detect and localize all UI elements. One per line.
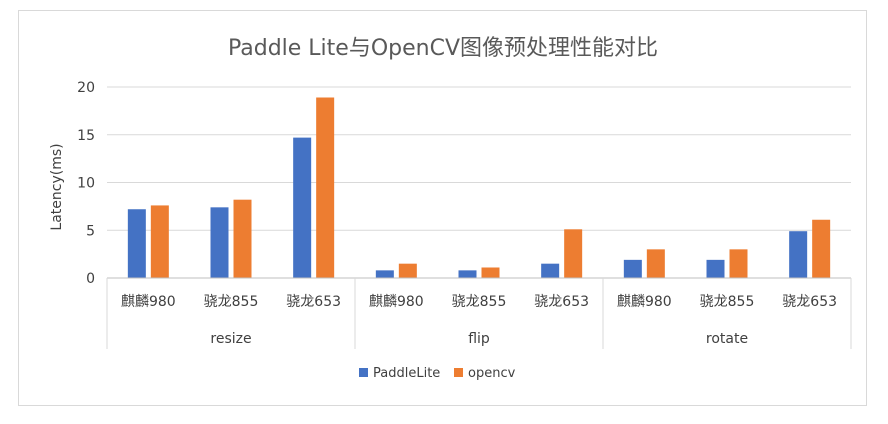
- bar-opencv-6: [646, 249, 665, 278]
- y-tick-label: 0: [86, 271, 95, 287]
- x-tick-label: 麒麟980: [617, 294, 672, 310]
- x-tick-label: 麒麟980: [369, 294, 424, 310]
- bar-paddlelite-1: [210, 207, 229, 278]
- x-tick-label: 麒麟980: [121, 294, 176, 310]
- bar-paddlelite-7: [706, 259, 725, 278]
- y-tick-label: 15: [77, 128, 95, 144]
- bar-paddlelite-2: [293, 137, 312, 278]
- legend: PaddleLite opencv: [359, 366, 516, 381]
- chart-frame: Paddle Lite与OpenCV图像预处理性能对比 Latency(ms) …: [18, 10, 867, 406]
- bar-paddlelite-3: [375, 270, 394, 278]
- group-label-rotate: rotate: [706, 331, 748, 347]
- bar-opencv-7: [729, 249, 748, 278]
- x-tick-label: 骁龙653: [286, 294, 341, 310]
- y-axis-label: Latency(ms): [49, 143, 65, 230]
- legend-label-paddlelite: PaddleLite: [373, 366, 440, 381]
- bar-paddlelite-0: [127, 209, 146, 278]
- group-label-resize: resize: [210, 331, 251, 347]
- bars: [127, 97, 831, 278]
- legend-swatch-paddlelite: [359, 368, 368, 377]
- legend-label-opencv: opencv: [468, 366, 516, 381]
- legend-swatch-opencv: [454, 368, 463, 377]
- bar-chart: Paddle Lite与OpenCV图像预处理性能对比 Latency(ms) …: [49, 36, 852, 381]
- x-tick-label: 骁龙855: [204, 294, 259, 310]
- x-tick-label: 骁龙855: [700, 294, 755, 310]
- group-label-flip: flip: [468, 331, 490, 347]
- y-axis-ticks: 0 5 10 15 20: [77, 80, 95, 287]
- y-tick-label: 20: [77, 80, 95, 96]
- x-tick-label: 骁龙855: [452, 294, 507, 310]
- bar-paddlelite-6: [623, 259, 642, 278]
- bar-opencv-3: [398, 263, 417, 278]
- bar-paddlelite-5: [541, 263, 560, 278]
- chart-title: Paddle Lite与OpenCV图像预处理性能对比: [228, 36, 658, 61]
- y-tick-label: 5: [86, 223, 95, 239]
- y-tick-label: 10: [77, 176, 95, 192]
- bar-opencv-8: [812, 219, 831, 278]
- bar-opencv-0: [150, 205, 169, 278]
- bar-paddlelite-8: [789, 231, 808, 278]
- bar-paddlelite-4: [458, 270, 477, 278]
- bar-opencv-5: [564, 229, 583, 278]
- bar-opencv-4: [481, 267, 500, 278]
- bar-opencv-2: [316, 97, 335, 278]
- x-tick-label: 骁龙653: [534, 294, 589, 310]
- x-axis: 麒麟980 骁龙855 骁龙653 麒麟980 骁龙855 骁龙653 麒麟980 骁龙855…: [106, 277, 852, 349]
- x-tick-label: 骁龙653: [782, 294, 837, 310]
- bar-opencv-1: [233, 199, 252, 278]
